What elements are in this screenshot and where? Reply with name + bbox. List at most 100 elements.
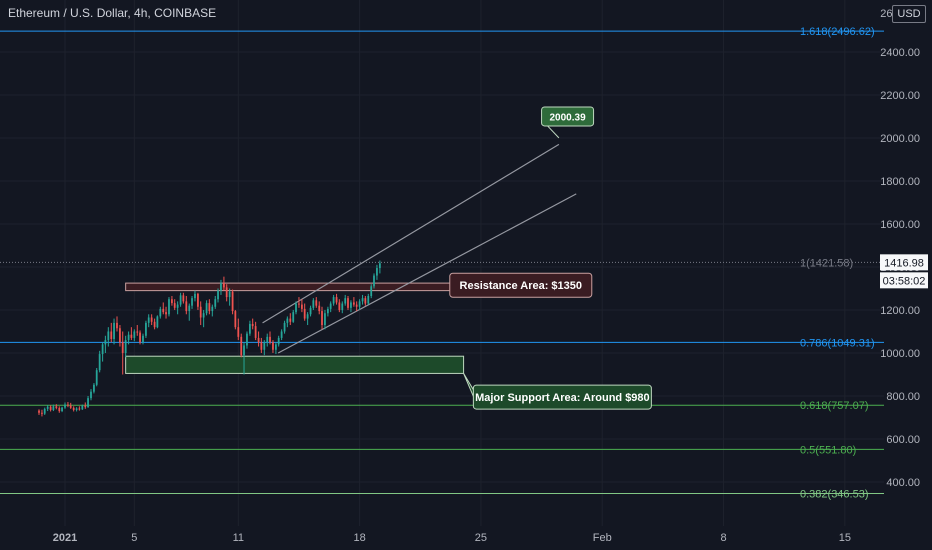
candle-body xyxy=(127,334,130,341)
candle-body xyxy=(168,299,170,315)
target-callout-text: 2000.39 xyxy=(549,112,586,123)
candle-body xyxy=(49,406,52,410)
candle-body xyxy=(277,337,280,345)
candle-body xyxy=(344,298,347,304)
candle-body xyxy=(46,406,49,409)
candle-body xyxy=(332,297,335,304)
candle-body xyxy=(315,300,318,306)
candle-body xyxy=(67,404,69,406)
candle-body xyxy=(355,304,358,307)
candle-body xyxy=(179,295,182,305)
candle-body xyxy=(338,302,341,310)
candle-body xyxy=(197,293,199,307)
candle-body xyxy=(72,407,75,410)
fib-label: 0.5(551.80) xyxy=(800,444,856,456)
y-tick-label: 1000.00 xyxy=(880,348,920,360)
candle-body xyxy=(208,303,211,312)
candle-body xyxy=(142,335,144,343)
candle-body xyxy=(150,317,153,322)
candles xyxy=(38,260,381,417)
candle-body xyxy=(231,291,234,312)
candle-body xyxy=(153,321,156,328)
candle-body xyxy=(289,318,292,322)
candle-body xyxy=(110,331,113,340)
x-tick-label: 2021 xyxy=(53,532,77,544)
candle-body xyxy=(119,328,121,343)
current-price-tag xyxy=(880,254,928,271)
candle-body xyxy=(326,308,329,314)
candle-body xyxy=(373,275,375,287)
fib-label: 0.618(757.07) xyxy=(800,400,869,412)
candle-body xyxy=(147,317,150,323)
current-price: 1416.98 xyxy=(884,257,924,269)
x-tick-label: 8 xyxy=(720,532,726,544)
axes: 400.00600.00800.001000.001200.001400.001… xyxy=(53,8,928,544)
fib-label: 1.618(2496.62) xyxy=(800,26,875,38)
candle-body xyxy=(121,342,124,353)
candle-body xyxy=(116,322,118,329)
candle-body xyxy=(90,391,92,399)
candle-body xyxy=(182,295,185,302)
candle-body xyxy=(228,291,231,298)
channel-line[interactable] xyxy=(277,193,577,354)
candle-body xyxy=(176,304,179,308)
candle-body xyxy=(52,406,55,410)
candle-body xyxy=(269,336,271,343)
candle-body xyxy=(113,322,115,340)
support-zone[interactable] xyxy=(125,355,465,374)
fib-label: 0.382(346.53) xyxy=(800,489,869,501)
candle-body xyxy=(347,298,349,308)
candle-body xyxy=(309,307,312,315)
candle-body xyxy=(159,308,162,317)
currency-button[interactable]: USD xyxy=(892,5,926,23)
candle-body xyxy=(173,303,176,308)
candle-body xyxy=(295,303,297,313)
channel[interactable] xyxy=(262,143,577,354)
fib-label: 1(1421.58) xyxy=(800,257,853,269)
support-callout[interactable] xyxy=(472,384,652,410)
candle-body xyxy=(370,286,373,297)
candle-body xyxy=(260,342,263,350)
candle-body xyxy=(303,308,306,319)
candle-body xyxy=(78,408,81,410)
candle-body xyxy=(139,332,141,343)
candle-body xyxy=(237,327,240,337)
x-tick-label: 5 xyxy=(131,532,137,544)
candle-body xyxy=(378,263,381,269)
candle-body xyxy=(202,313,205,318)
candle-body xyxy=(107,331,110,341)
candle-body xyxy=(69,405,72,408)
candle-body xyxy=(87,398,89,408)
fib-levels: 1.618(2496.62) 1(1421.58) 0.786(1049.31) 0.… xyxy=(0,26,884,501)
candle-body xyxy=(286,318,289,323)
resistance-callout-text: Resistance Area: $1350 xyxy=(460,280,583,292)
x-tick-label: Feb xyxy=(593,532,612,544)
fib-label: 0.786(1049.31) xyxy=(800,337,875,349)
candle-body xyxy=(84,405,87,408)
countdown-tag xyxy=(880,272,928,289)
target-callout[interactable] xyxy=(541,106,595,127)
candle-body xyxy=(254,326,257,338)
candle-body xyxy=(130,334,133,338)
candle-body xyxy=(162,308,165,313)
y-tick-label: 400.00 xyxy=(886,477,920,489)
candle-body xyxy=(266,336,269,343)
candle-body xyxy=(58,408,61,412)
resistance-zone[interactable] xyxy=(125,282,463,292)
candle-body xyxy=(81,405,84,410)
callout-leader xyxy=(547,125,560,139)
y-tick-label: 1800.00 xyxy=(880,176,920,188)
candle-body xyxy=(220,283,222,291)
candle-body xyxy=(75,408,78,410)
annotations[interactable]: Resistance Area: $1350 Major Support Area… xyxy=(449,106,652,410)
candle-body xyxy=(64,404,66,408)
candle-body xyxy=(191,298,193,306)
zones[interactable] xyxy=(125,282,465,374)
candle-body xyxy=(275,344,277,350)
channel-line[interactable] xyxy=(262,143,560,324)
candle-body xyxy=(199,306,202,318)
resistance-callout[interactable] xyxy=(449,272,593,298)
candle-body xyxy=(280,331,283,338)
candle-body xyxy=(185,301,188,312)
